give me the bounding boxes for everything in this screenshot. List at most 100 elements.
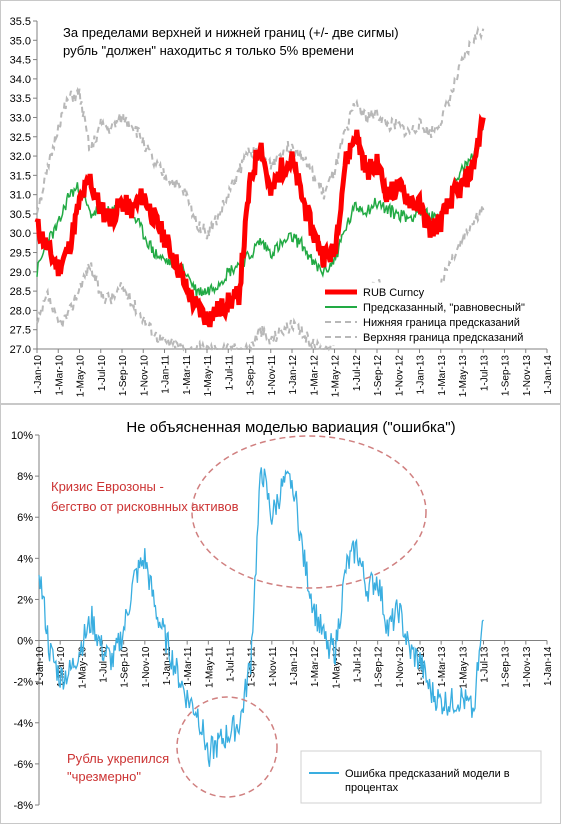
error-series-line: [38, 467, 484, 767]
bottom-xtick-label: 1-Nov-11: [268, 646, 279, 687]
ruble-annotation-line: "чрезмерно": [67, 769, 141, 784]
legend-label-line: процентах: [345, 782, 399, 794]
chart-annotation-line: За пределами верхней и нижней границ (+/…: [63, 25, 399, 40]
y-tick-label: -6%: [13, 759, 33, 771]
y-tick-label: -2%: [13, 677, 33, 689]
top-xtick-label: 1-May-10: [76, 355, 87, 398]
series-line-0: [34, 113, 486, 328]
y-tick-label: 27.0: [10, 344, 31, 356]
bottom-xtick-label: 1-Jul-11: [226, 646, 237, 682]
y-tick-label: 29.0: [10, 267, 31, 279]
top-xtick-label: 1-Jan-12: [288, 355, 299, 395]
bottom-xtick-label: 1-Jul-12: [353, 646, 364, 683]
eurozone-crisis-ellipse: [191, 435, 427, 589]
top-xtick-label: 1-May-11: [203, 355, 214, 397]
bottom-xtick-label: 1-Jan-14: [543, 646, 554, 686]
y-tick-label: 0%: [17, 636, 33, 648]
y-tick-label: 35.5: [10, 16, 31, 28]
bottom-xtick-label: 1-May-11: [204, 646, 215, 688]
top-xtick-label: 1-Nov-12: [394, 355, 405, 397]
y-tick-label: 28.5: [10, 286, 31, 298]
bottom-xtick-label: 1-Sep-10: [120, 646, 131, 688]
top-chart-panel: 27.0 27.5 28.0 28.5 29.0 29.5 30.0 30.5 31.0 31.5…: [0, 0, 561, 404]
y-tick-label: 31.0: [10, 190, 31, 202]
y-tick-label: 33.0: [10, 112, 31, 124]
bottom-xtick-label: 1-Sep-13: [501, 646, 512, 688]
bottom-xtick-label: 1-May-13: [458, 646, 469, 689]
top-xtick-label: 1-Sep-13: [501, 355, 512, 397]
legend-label: Предсказанный, "равновесный": [363, 302, 525, 314]
y-tick-label: -8%: [13, 800, 33, 812]
bottom-xtick-label: 1-Nov-12: [395, 646, 406, 688]
top-xtick-label: 1-Nov-10: [139, 355, 150, 397]
y-tick-label: -4%: [13, 718, 33, 730]
top-xtick-label: 1-Mar-12: [309, 355, 320, 396]
y-tick-label: 27.5: [10, 325, 31, 337]
legend-label-line: Ошибка предсказаний модели в: [345, 768, 510, 780]
top-xtick-label: 1-Jul-13: [479, 355, 490, 392]
ruble-strengthened-ellipse: [176, 696, 278, 798]
bottom-xtick-label: 1-Nov-13: [522, 646, 533, 688]
bottom-xtick-label: 1-Mar-13: [437, 646, 448, 687]
bottom-xtick-label: 1-Sep-11: [247, 646, 258, 687]
top-xtick-label: 1-Jul-10: [97, 355, 108, 392]
top-xtick-label: 1-Jan-14: [543, 355, 554, 395]
y-tick-label: 33.5: [10, 93, 31, 105]
top-xtick-label: 1-May-13: [458, 355, 469, 398]
rub-forecast-chart: 27.0 27.5 28.0 28.5 29.0 29.5 30.0 30.5 31.0 31.5…: [10, 16, 554, 398]
y-tick-label: 10%: [11, 430, 33, 442]
legend-label: Нижняя граница предсказаний: [363, 317, 520, 329]
top-xtick-label: 1-Sep-12: [373, 355, 384, 397]
top-xtick-label: 1-Nov-13: [522, 355, 533, 397]
eurozone-annotation-line: Кризис Еврозоны -: [51, 479, 164, 494]
bottom-xtick-label: 1-Jan-10: [35, 646, 46, 686]
bottom-chart-panel: -8% -6% -4% -2% 0% 2% 4% 6% 8% 10% 1-Jan-10 1-Mar-1…: [0, 404, 561, 824]
top-xtick-label: 1-Sep-10: [118, 355, 129, 397]
forecast-error-chart: -8% -6% -4% -2% 0% 2% 4% 6% 8% 10% 1-Jan-10 1-Mar-1…: [11, 419, 554, 812]
y-tick-label: 32.5: [10, 132, 31, 144]
bottom-xtick-label: 1-Jul-13: [480, 646, 491, 683]
legend-label: Верхняя граница предсказаний: [363, 332, 523, 344]
top-xtick-label: 1-Mar-13: [437, 355, 448, 396]
bottom-xtick-label: 1-May-12: [331, 646, 342, 689]
bottom-xtick-label: 1-Jan-12: [289, 646, 300, 686]
y-tick-label: 6%: [17, 512, 33, 524]
y-tick-label: 29.5: [10, 248, 31, 260]
top-xtick-label: 1-May-12: [331, 355, 342, 398]
y-tick-label: 34.5: [10, 55, 31, 67]
top-xtick-label: 1-Jul-11: [224, 355, 235, 391]
top-xtick-label: 1-Mar-10: [54, 355, 65, 396]
y-tick-label: 35.0: [10, 35, 31, 47]
y-tick-label: 30.0: [10, 228, 31, 240]
bottom-xtick-label: 1-Jan-11: [162, 646, 173, 685]
y-tick-label: 4%: [17, 553, 33, 565]
top-xtick-label: 1-Sep-11: [246, 355, 257, 396]
y-tick-label: 2%: [17, 594, 33, 606]
y-tick-label: 34.0: [10, 74, 31, 86]
y-tick-label: 32.0: [10, 151, 31, 163]
bottom-xtick-label: 1-Mar-10: [56, 646, 67, 687]
y-tick-label: 28.0: [10, 305, 31, 317]
legend-label: RUB Curncy: [363, 287, 425, 299]
series-line-3: [36, 25, 485, 240]
top-xtick-label: 1-Jan-10: [33, 355, 44, 395]
bottom-xtick-label: 1-Jul-10: [99, 646, 110, 683]
top-xtick-label: 1-Jan-13: [416, 355, 427, 395]
y-tick-label: 8%: [17, 471, 33, 483]
legend-box: [300, 750, 542, 804]
y-tick-label: 30.5: [10, 209, 31, 221]
eurozone-annotation-line: бегство от рисковнных активов: [51, 499, 239, 514]
top-xtick-label: 1-Mar-11: [182, 355, 193, 395]
bottom-xtick-label: 1-Mar-12: [310, 646, 321, 687]
bottom-xtick-label: 1-Sep-12: [374, 646, 385, 688]
y-tick-label: 31.5: [10, 170, 31, 182]
bottom-xtick-label: 1-Nov-10: [141, 646, 152, 688]
ruble-annotation-line: Рубль укрепился: [67, 751, 169, 766]
top-xtick-label: 1-Jul-12: [352, 355, 363, 392]
chart-title: Не объясненная моделью вариация ("ошибка…: [126, 419, 455, 436]
bottom-xtick-label: 1-Mar-11: [183, 646, 194, 686]
top-xtick-label: 1-Jan-11: [161, 355, 172, 394]
top-xtick-label: 1-Nov-11: [267, 355, 278, 396]
chart-annotation-line: рубль "должен" находитьс я только 5% вре…: [63, 43, 354, 58]
bottom-xtick-label: 1-May-10: [77, 646, 88, 689]
